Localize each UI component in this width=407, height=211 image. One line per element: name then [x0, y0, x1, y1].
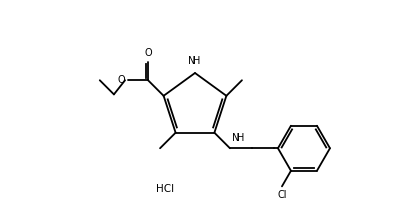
Text: N: N	[188, 56, 196, 66]
Text: N: N	[232, 133, 240, 143]
Text: Cl: Cl	[277, 190, 287, 200]
Text: O: O	[118, 75, 125, 85]
Text: H: H	[237, 133, 245, 143]
Text: H: H	[193, 56, 201, 66]
Text: O: O	[144, 48, 152, 58]
Text: HCl: HCl	[156, 184, 174, 194]
